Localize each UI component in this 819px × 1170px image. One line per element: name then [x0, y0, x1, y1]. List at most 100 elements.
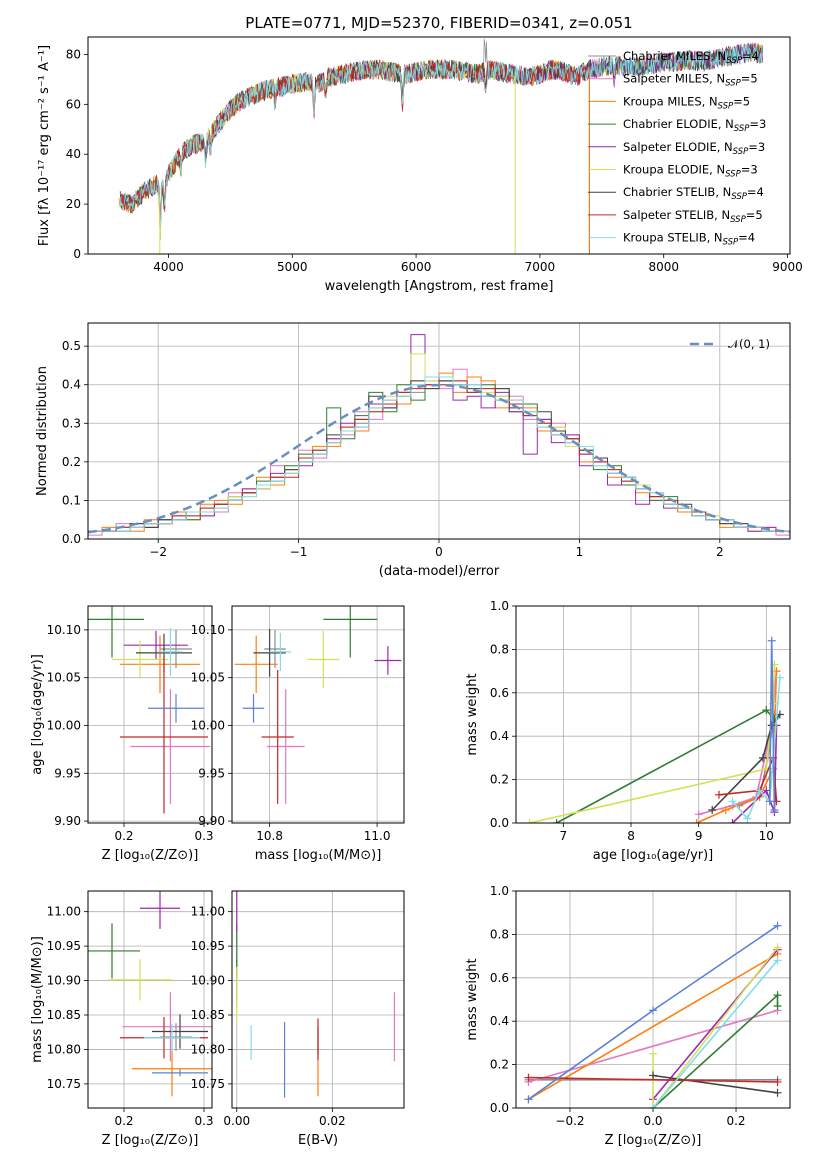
data-marker — [552, 819, 561, 823]
x-axis-label: Z [log₁₀(Z/Z⊙)] — [102, 1133, 199, 1148]
x-tick-label: −1 — [290, 545, 308, 559]
y-tick-label: 0.2 — [490, 773, 509, 787]
data-marker — [767, 721, 776, 730]
y-tick-label: 9.95 — [198, 766, 225, 780]
data-marker — [775, 673, 784, 682]
y-axis-label: mass [log₁₀(M/M⊙)] — [30, 936, 45, 1063]
x-tick-label: 9000 — [772, 260, 803, 274]
y-tick-label: 0.8 — [490, 642, 509, 656]
y-tick-label: 10.00 — [191, 718, 225, 732]
x-tick-label: 10 — [759, 829, 774, 843]
y-axis-label: mass weight — [465, 958, 480, 1040]
data-marker — [765, 797, 774, 806]
x-axis-label: age [log₁₀(age/yr)] — [593, 848, 714, 863]
axes-7: 0.00 0.02 10.75 10.80 10.85 10.90 10.95 11.00 E(… — [191, 890, 405, 1148]
x-tick-label: 0 — [435, 545, 443, 559]
y-tick-label: 20 — [66, 197, 81, 211]
x-tick-label: 8 — [627, 829, 635, 843]
x-axis-label: E(B-V) — [298, 1133, 338, 1148]
y-tick-label: 0.6 — [490, 971, 509, 985]
y-tick-label: 0.6 — [490, 686, 509, 700]
plot-area — [88, 334, 790, 536]
x-axis-label: Z [log₁₀(Z/Z⊙)] — [102, 848, 199, 863]
y-tick-label: 0.8 — [490, 927, 509, 941]
data-marker — [524, 1073, 533, 1082]
x-tick-label: 4000 — [153, 260, 184, 274]
x-tick-label: 9 — [695, 829, 703, 843]
y-tick-label: 10.75 — [47, 1077, 81, 1091]
legend-entry: Salpeter MILES, NSSP=5 — [623, 72, 758, 89]
x-tick-label: 11.0 — [364, 829, 391, 843]
data-marker — [728, 797, 737, 806]
legend-entry: Chabrier MILES, NSSP=4 — [623, 49, 759, 66]
y-tick-label: 10.00 — [47, 718, 81, 732]
y-tick-label: 0.0 — [62, 532, 81, 546]
axes-4: 10.8 11.0 9.90 9.95 10.00 10.05 10.10 mass [log… — [191, 605, 405, 863]
axes-frame — [87, 890, 213, 1109]
data-marker — [649, 1104, 657, 1108]
legend-entry: Kroupa MILES, NSSP=5 — [623, 94, 750, 111]
x-tick-label: 7000 — [525, 260, 556, 274]
y-tick-label: 9.90 — [54, 814, 81, 828]
data-marker — [767, 636, 776, 645]
y-tick-label: 10.90 — [191, 974, 225, 988]
data-marker — [773, 1088, 782, 1097]
x-tick-label: 6000 — [401, 260, 432, 274]
axes-frame — [87, 605, 213, 824]
x-tick-label: 0.3 — [194, 829, 213, 843]
data-marker — [773, 956, 782, 965]
legend-entry: Salpeter ELODIE, NSSP=3 — [623, 140, 765, 157]
y-tick-label: 10.75 — [191, 1077, 225, 1091]
axes-frame — [231, 890, 405, 1109]
legend-entry: Kroupa ELODIE, NSSP=3 — [623, 163, 758, 180]
plot-area — [525, 636, 784, 823]
y-tick-label: 9.90 — [198, 814, 225, 828]
mass-weight-line — [652, 1074, 778, 1094]
mass-weight-line — [696, 671, 778, 823]
y-tick-label: 1.0 — [490, 884, 509, 898]
y-axis-label: mass weight — [465, 673, 480, 755]
x-tick-label: 0.2 — [114, 1114, 133, 1128]
y-tick-label: 0.5 — [62, 339, 81, 353]
y-tick-label: 10.05 — [191, 671, 225, 685]
y-tick-label: 10.10 — [191, 623, 225, 637]
y-tick-label: 10.10 — [47, 623, 81, 637]
data-marker — [773, 1077, 782, 1086]
x-axis-label: mass [log₁₀(M/M⊙)] — [255, 848, 382, 863]
x-tick-label: 2 — [716, 545, 724, 559]
data-marker — [694, 810, 703, 819]
data-marker — [770, 805, 779, 814]
y-tick-label: 0.0 — [490, 1101, 509, 1115]
data-marker — [708, 805, 717, 814]
axes-5: 7 8 9 10 0.0 0.2 0.4 0.6 0.8 1.0 age [log₁₀(age/yr… — [465, 599, 791, 863]
x-tick-label: 0.2 — [726, 1114, 745, 1128]
x-tick-label: 7 — [560, 829, 568, 843]
axes-2: −2 −1 0 1 2 0.0 0.1 0.2 0.3 0.4 0.5 (data-model)/er… — [35, 322, 791, 579]
data-marker — [649, 1071, 657, 1080]
y-tick-label: 0.2 — [490, 1058, 509, 1072]
x-axis-label: Z [log₁₀(Z/Z⊙)] — [605, 1133, 702, 1148]
spectrum-line — [119, 60, 590, 222]
y-tick-label: 0.4 — [62, 378, 81, 392]
data-marker — [773, 943, 782, 952]
axes-6: 0.2 0.3 10.75 10.80 10.85 10.90 10.95 11.00 Z [l… — [30, 890, 214, 1148]
data-marker — [773, 991, 782, 1000]
mass-weight-line — [529, 664, 776, 823]
plot-area — [524, 921, 782, 1108]
y-tick-label: 80 — [66, 47, 81, 61]
x-axis-label: wavelength [Angstrom, rest frame] — [325, 279, 554, 294]
x-tick-label: 0.00 — [223, 1114, 250, 1128]
mass-weight-line — [528, 953, 778, 1100]
histogram-step — [88, 376, 790, 532]
data-marker — [755, 786, 764, 795]
data-marker — [728, 819, 737, 823]
data-marker — [762, 786, 771, 795]
x-tick-label: 10.8 — [256, 829, 283, 843]
data-marker — [743, 814, 752, 823]
legend-entry: Salpeter STELIB, NSSP=5 — [623, 208, 763, 225]
data-marker — [758, 753, 767, 762]
x-axis-label: (data-model)/error — [379, 564, 500, 579]
y-tick-label: 0 — [73, 247, 81, 261]
y-axis-label: Flux [fλ 10⁻¹⁷ erg cm⁻² s⁻¹ A⁻¹] — [37, 45, 52, 246]
